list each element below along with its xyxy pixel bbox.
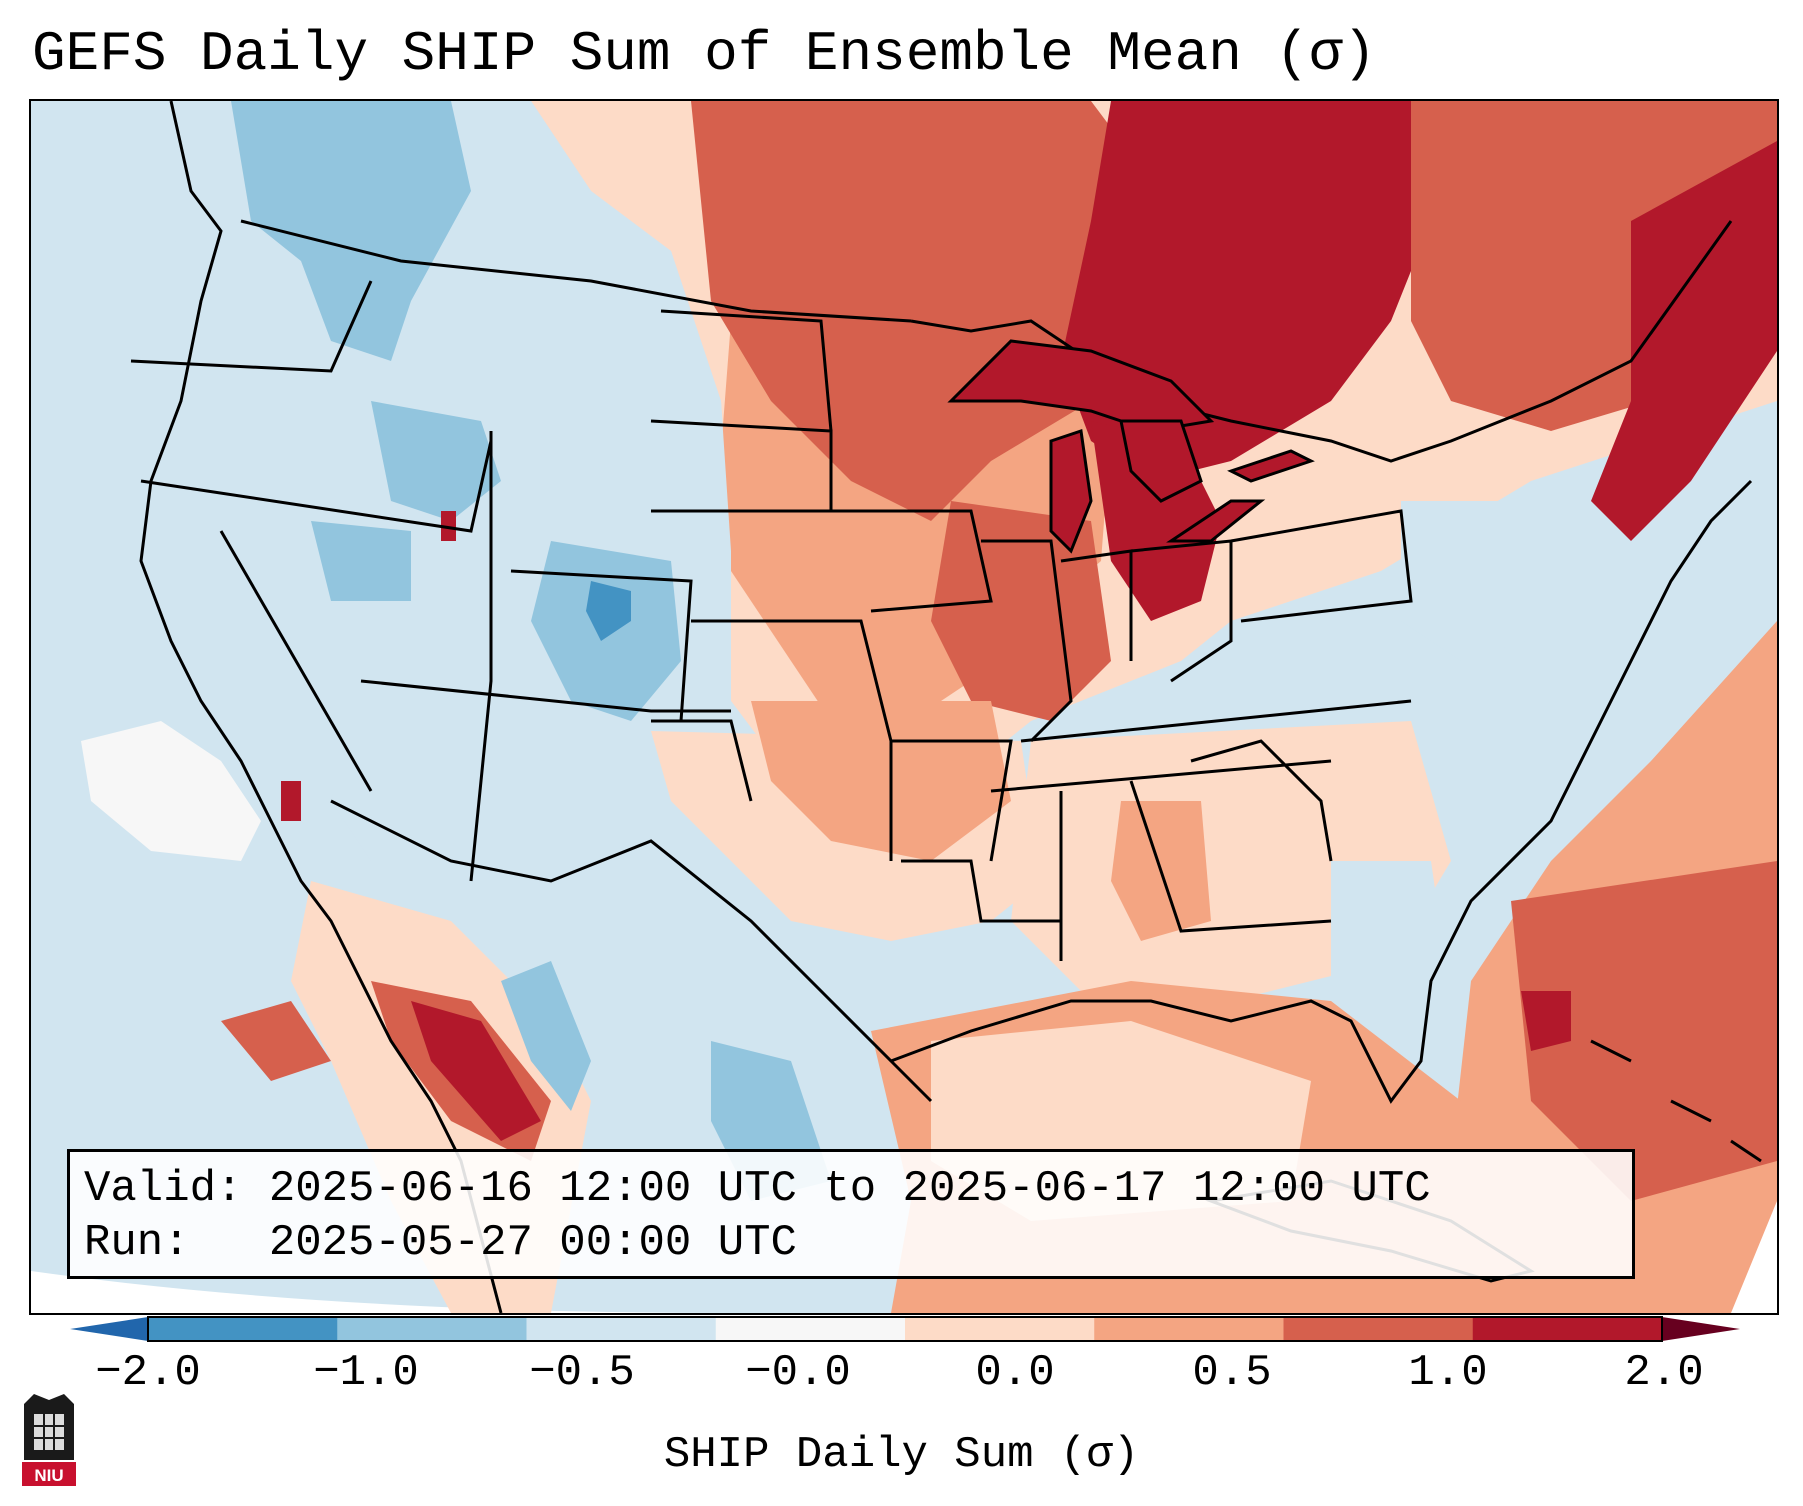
ohio [1130,539,1233,683]
run-value: 2025-05-27 00:00 UTC [268,1218,797,1268]
colorbar-label: SHIP Daily Sum (σ) [663,1430,1140,1480]
kansas-oklahoma [691,619,893,861]
colorbar-bins [148,1317,1663,1341]
lake-huron [1119,419,1203,503]
tennessee-south [990,759,1332,793]
map-canvas [31,101,1777,1313]
logo-window-grid [34,1414,64,1450]
pacific-near-zero-patch [81,721,261,861]
map-panel [29,99,1779,1315]
colorbar-bin [337,1317,527,1341]
mexico-negative-strip [501,961,591,1111]
bahamas-outline [1590,1039,1762,1163]
tick-label: 1.0 [1408,1348,1488,1398]
tick-label: 0.0 [975,1348,1055,1398]
valid-value: 2025-06-16 12:00 UTC to 2025-06-17 12:00… [268,1164,1431,1214]
northern-plains-strong-positive [691,101,1171,521]
new-mexico-east [651,719,753,802]
utah-extreme-cell [441,511,456,541]
south-dakota [650,419,833,513]
pacific-northwest-negative [231,101,471,361]
four-corners-line [360,679,731,713]
illinois [981,539,1073,743]
lake-ontario [1227,449,1315,483]
colorbar-bin [526,1317,717,1341]
new-england-extreme [1591,141,1777,541]
map-title: GEFS Daily SHIP Sum of Ensemble Mean (σ) [32,22,1377,86]
boundaries [130,101,1753,1313]
iowa [831,509,993,613]
colorbar-bin [1283,1317,1474,1341]
sc-border [1190,739,1333,862]
projection-edge [31,1271,731,1313]
run-label: Run: [84,1218,190,1268]
run-row: Run: 2025-05-27 00:00 UTC [84,1216,1618,1270]
baja-extreme-cell [281,781,301,821]
colorado-border [510,569,693,722]
sierra-madre-extreme [411,1001,541,1141]
lake-erie [1166,499,1266,543]
colorbar-bin [1472,1317,1663,1341]
colorbar-under-arrow [70,1317,148,1341]
logo-window [34,1414,64,1450]
colorbar-bin [1094,1317,1284,1341]
valid-row: Valid: 2025-06-16 12:00 UTC to 2025-06-1… [84,1162,1618,1216]
north-dakota [660,309,833,432]
colorbar [70,1316,1740,1342]
colorado-strong-negative [586,581,631,641]
nevada-negative [311,521,411,601]
atlantic-gulf-coastline [890,479,1753,1104]
ca-nv-border [219,530,373,792]
tick-label: 0.5 [1192,1348,1272,1398]
utah-az-east [469,431,493,882]
tick-label: −0.5 [529,1348,635,1398]
tick-label: −1.0 [313,1348,419,1398]
mid-atlantic-weak-negative [1401,501,1591,661]
lake-superior [947,339,1215,433]
tick-label: 2.0 [1624,1348,1704,1398]
projection-edge-right [1711,1181,1777,1313]
arkansas [891,739,1013,862]
al-ga-border [1129,780,1332,933]
valid-label: Valid: [84,1164,243,1214]
colorbar-bin [148,1317,338,1341]
niu-logo: NIU [22,1394,76,1486]
lake-michigan [1049,429,1093,554]
us-mexico-border [330,799,933,1103]
colorbar-outline [147,1316,1663,1342]
pennsylvania [1230,509,1413,623]
us-canada-border-west [240,219,912,323]
great-lakes-outline [947,339,1315,554]
colorbar-over-arrow [1662,1317,1740,1341]
logo-band [22,1462,76,1486]
oregon-border [130,280,373,373]
baja-positive [221,1001,331,1081]
pacific-coastline [139,101,503,1313]
tick-label: −2.0 [95,1348,201,1398]
louisiana [901,859,1061,923]
idaho-negative [371,401,501,521]
atlantic-extreme-cell [1521,991,1571,1051]
colorbar-bin [715,1317,906,1341]
us-canada-border-east [910,220,1733,463]
colorbar-ticks: −2.0 −1.0 −0.5 −0.0 0.0 0.5 1.0 2.0 [0,1348,1803,1408]
atlantic-strong-positive [1511,861,1777,1201]
colorbar-bin [905,1317,1095,1341]
nevada-utah-border [140,440,493,533]
tick-label: −0.0 [745,1348,851,1398]
valid-info-box: Valid: 2025-06-16 12:00 UTC to 2025-06-1… [67,1149,1635,1279]
logo-text: NIU [34,1466,63,1485]
tennessee-north [1020,699,1412,743]
